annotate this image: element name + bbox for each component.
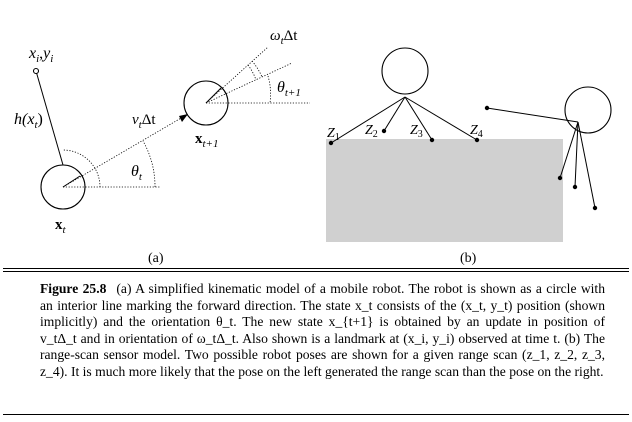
panel-a: xi,yi h(xt) xt vtΔt θt ωtΔt θt+1 xt+1 (a… [14,28,310,266]
robot-pose-right [564,86,612,134]
caption-text: Figure 25.8 (a) A simplified kinematic mo… [40,281,605,381]
range-point-z3-right [572,184,578,190]
panel-b: Z1 Z2 Z3 Z4 (b) [326,47,612,266]
bearing-arc [62,149,101,188]
range-point-z1-left [328,140,334,146]
theta-next-label: θt+1 [277,79,301,99]
range-ray-z1-right [486,107,579,123]
theta-next-arc [267,75,271,104]
motion-vector [62,113,189,188]
omega-arc-outer [251,60,263,78]
panel-a-caption: (a) [148,251,164,266]
landmark-label: xi,yi [28,45,53,65]
xt-label: xt [55,217,67,236]
range-point-z1-right [484,105,490,111]
range-point-z2-left [381,128,387,134]
landmark-measurement-line [35,70,64,166]
range-point-z2-right [557,175,563,181]
range-ray-z4-left [404,96,478,141]
range-ray-z3-left [404,96,433,141]
figure-number: Figure 25.8 [40,281,107,296]
caption-rule-top-double [3,271,629,272]
old-heading-line [205,46,269,104]
omega-label: ωtΔt [270,28,298,47]
range-point-z3-left [429,137,435,143]
theta-label: θt [131,163,143,183]
range-point-z4-left [474,137,480,143]
range-point-z4-right [592,205,598,211]
new-heading-line [205,62,293,104]
xt1-label: xt+1 [195,131,218,150]
panel-b-caption: (b) [460,251,477,266]
z4-label: Z4 [470,123,483,140]
v-label: vtΔt [132,112,156,131]
figure-panels: xi,yi h(xt) xt vtΔt θt ωtΔt θt+1 xt+1 (a… [14,28,612,266]
range-ray-z1-left [330,96,406,144]
caption-rule-top [3,268,629,269]
caption-rule-bottom [3,414,629,415]
z3-label: Z3 [410,123,423,140]
range-ray-z2-left [383,96,406,132]
range-ray-z2-right [559,121,579,179]
landmark-point [32,67,40,75]
robot-pose-left [381,47,429,95]
h-label: h(xt) [14,111,43,131]
z2-label: Z2 [365,123,378,140]
range-ray-z4-right [577,121,596,209]
theta-arc [142,140,156,188]
range-ray-z3-right [574,121,579,188]
z1-label: Z1 [327,126,340,143]
figure-caption: Figure 25.8 (a) A simplified kinematic mo… [3,268,629,418]
omega-arc-inner [247,64,257,81]
obstacle-region [326,139,563,242]
motion-arrowhead [179,114,188,122]
caption-body: (a) A simplified kinematic model of a mo… [40,281,605,379]
robot-circle-xt1 [183,80,229,126]
